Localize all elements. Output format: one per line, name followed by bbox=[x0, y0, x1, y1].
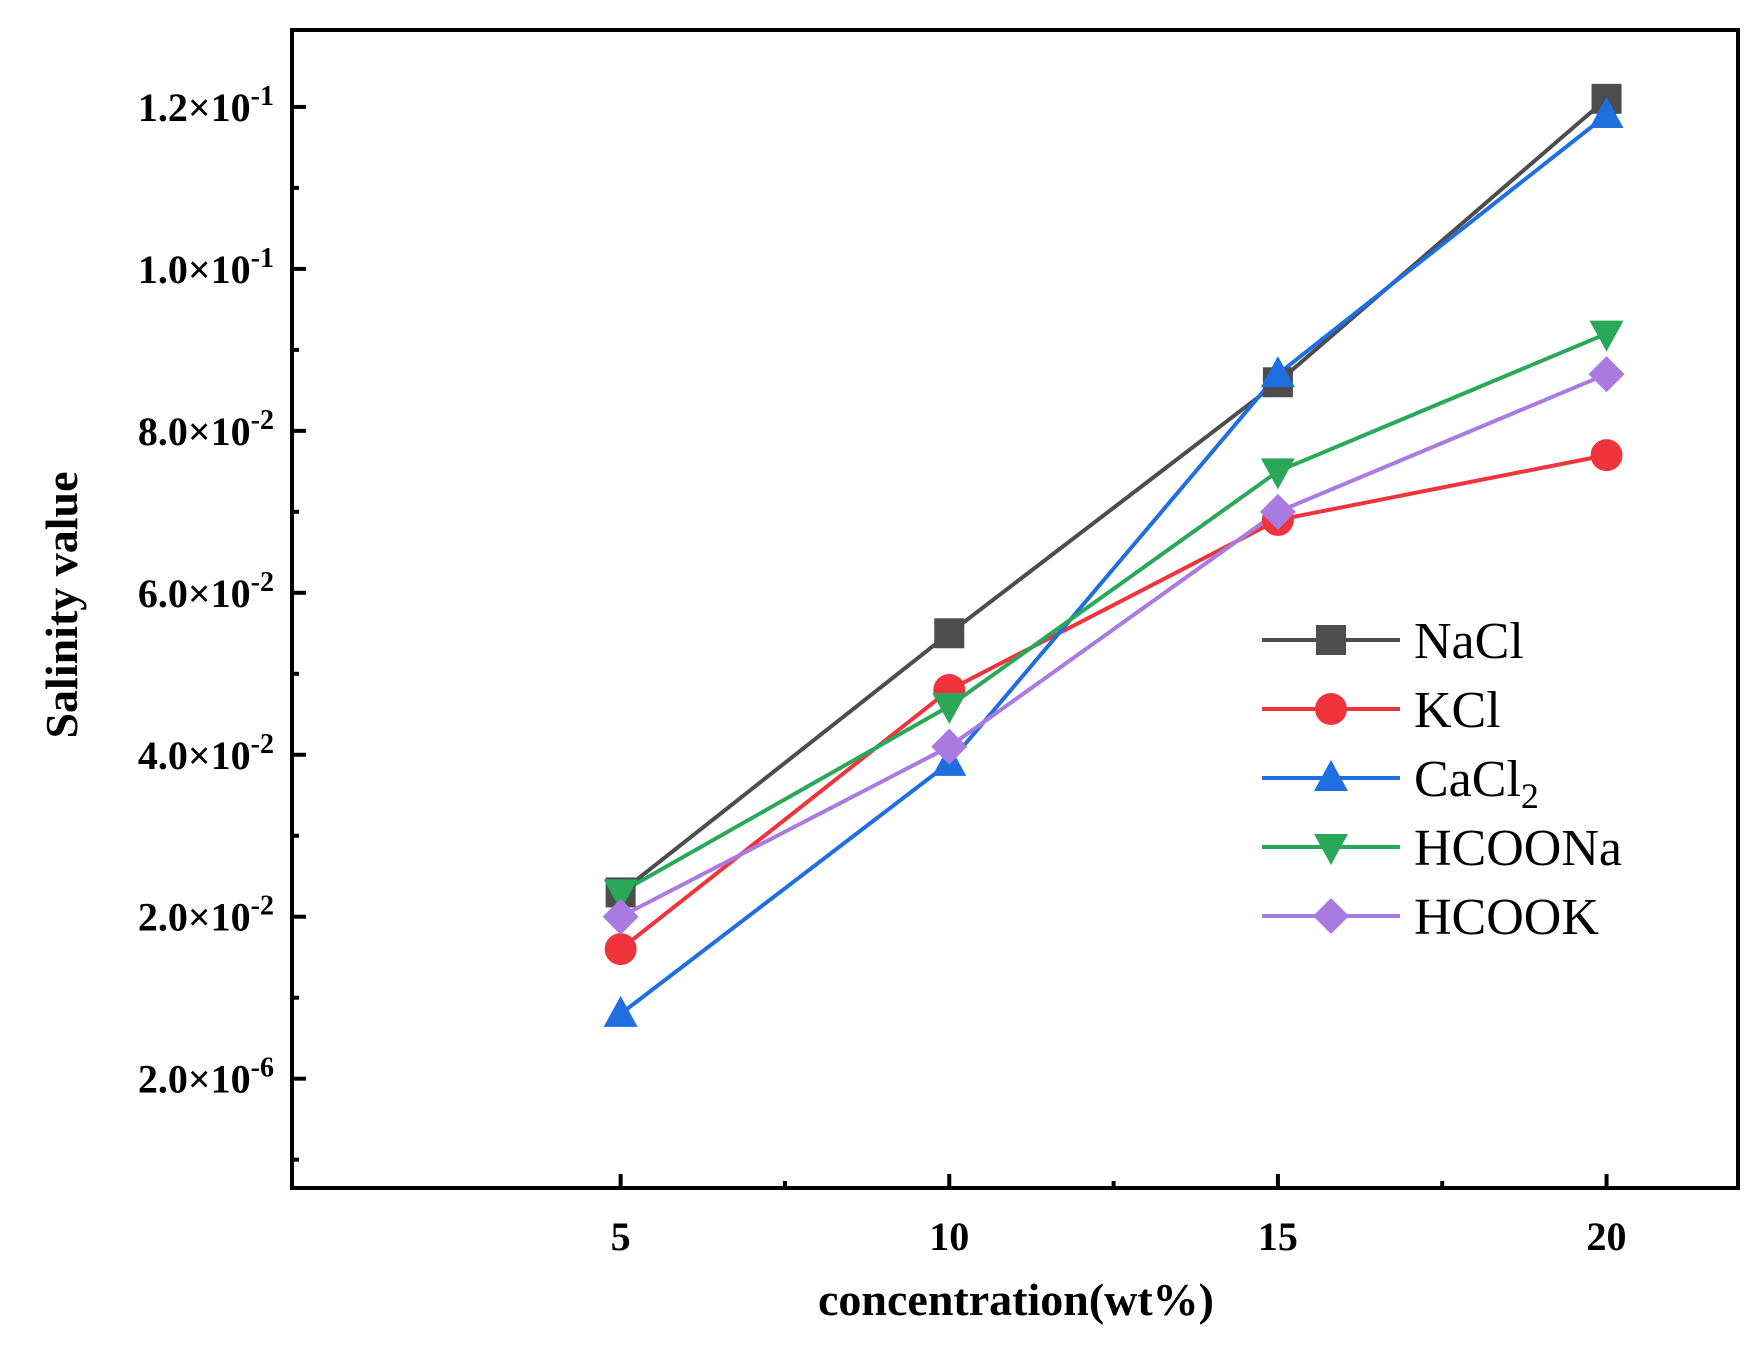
y-axis-title: Salinity value bbox=[36, 471, 87, 738]
legend-label-cacl2: CaCl2 bbox=[1414, 751, 1539, 816]
legend-marker-nacl bbox=[1316, 625, 1346, 655]
markers-group bbox=[602, 83, 1625, 1027]
data-point-cacl2 bbox=[1589, 97, 1624, 129]
legend-label-nacl: NaCl bbox=[1414, 613, 1524, 670]
legend-marker-cacl2 bbox=[1314, 760, 1348, 791]
data-point-nacl bbox=[934, 618, 965, 649]
data-point-hcoona bbox=[603, 879, 638, 911]
series-line-hcoona bbox=[619, 331, 1608, 895]
y-tick-label: 4.0×10-2 bbox=[138, 729, 274, 778]
data-point-cacl2 bbox=[1260, 356, 1295, 388]
legend-label-hcook: HCOOK bbox=[1414, 889, 1599, 946]
data-point-hcook bbox=[1259, 493, 1296, 530]
x-tick-label: 10 bbox=[929, 1214, 969, 1259]
x-tick-label: 5 bbox=[611, 1214, 631, 1259]
series-line-kcl bbox=[619, 453, 1607, 951]
series-line-nacl bbox=[619, 97, 1608, 894]
axes-group: 5 10 15 20 2.0×10-6 2.0×10-2 4.0×10-2 6.0×10-2 8… bbox=[138, 28, 1740, 1259]
legend-marker-hcook bbox=[1313, 898, 1349, 934]
data-point-hcook bbox=[931, 728, 968, 765]
y-tick-label: 2.0×10-2 bbox=[138, 891, 274, 940]
data-point-hcoona bbox=[1260, 458, 1295, 490]
data-point-cacl2 bbox=[603, 995, 638, 1027]
legend-item-kcl: KCl bbox=[1262, 682, 1501, 739]
data-point-hcook bbox=[1588, 356, 1625, 393]
y-tick-label: 1.0×10-1 bbox=[138, 243, 274, 292]
x-tick-label: 20 bbox=[1587, 1214, 1627, 1259]
legend-item-nacl: NaCl bbox=[1262, 613, 1524, 670]
y-tick-label: 6.0×10-2 bbox=[138, 567, 274, 616]
legend-item-cacl2: CaCl2 bbox=[1262, 751, 1539, 816]
legend-label-kcl: KCl bbox=[1414, 682, 1501, 739]
legend-marker-hcoona bbox=[1314, 834, 1348, 865]
series-line-hcook bbox=[619, 372, 1608, 919]
legend-marker-kcl bbox=[1315, 693, 1347, 725]
legend-item-hcook: HCOOK bbox=[1262, 889, 1599, 946]
data-point-hcoona bbox=[932, 693, 967, 725]
y-tick-label: 1.2×10-1 bbox=[138, 81, 274, 130]
data-point-kcl bbox=[1590, 439, 1623, 472]
data-point-kcl bbox=[604, 933, 637, 966]
data-point-hcoona bbox=[1589, 320, 1624, 352]
series-line-cacl2 bbox=[619, 113, 1608, 1016]
lines-group bbox=[619, 97, 1608, 1016]
plot-frame bbox=[290, 28, 1740, 1190]
y-tick-label: 2.0×10-6 bbox=[138, 1053, 274, 1102]
y-tick-label: 8.0×10-2 bbox=[138, 405, 274, 454]
legend-item-hcoona: HCOONa bbox=[1262, 820, 1622, 877]
data-point-hcook bbox=[602, 898, 639, 935]
legend-label-hcoona: HCOONa bbox=[1414, 820, 1622, 877]
x-tick-label: 15 bbox=[1258, 1214, 1298, 1259]
x-axis-title: concentration(wt%) bbox=[818, 1274, 1214, 1325]
